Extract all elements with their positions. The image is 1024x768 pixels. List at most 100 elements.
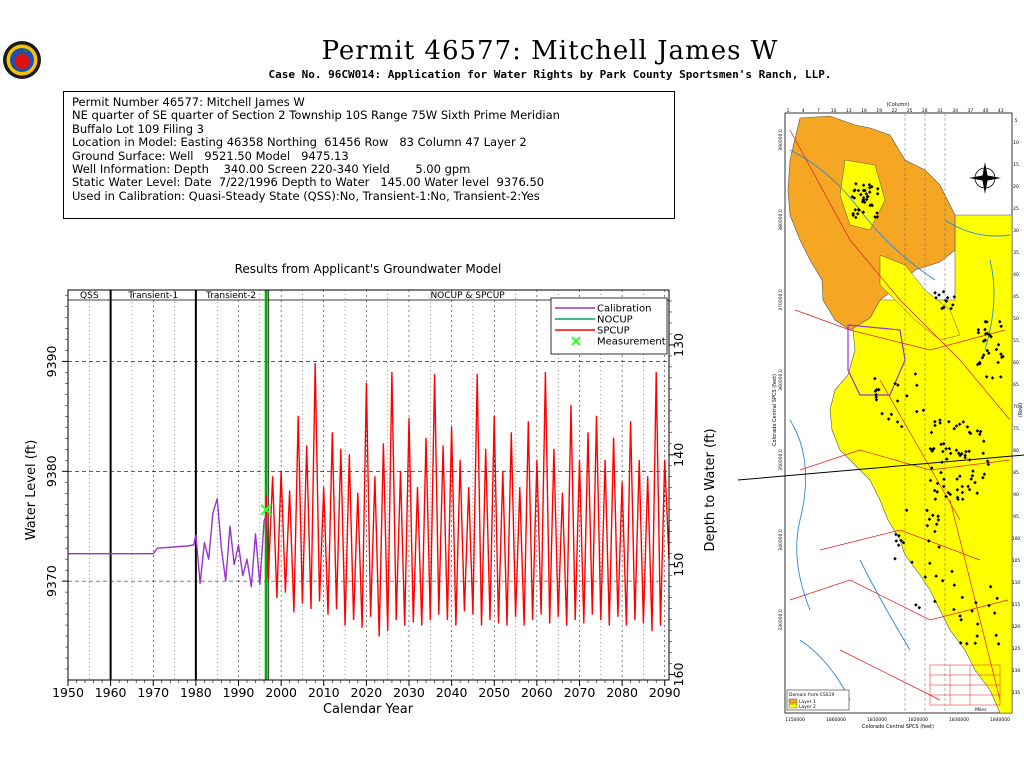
x-tick-label: 2030 (393, 685, 425, 700)
map-right-tick: 10 (1013, 140, 1019, 146)
well-marker (894, 539, 899, 543)
well-marker (971, 469, 975, 473)
well-marker (856, 207, 861, 212)
well-marker (874, 398, 879, 402)
well-marker (901, 540, 906, 545)
well-marker (976, 328, 981, 332)
well-marker (859, 192, 863, 197)
well-marker (965, 425, 970, 429)
x-tick-label: 1980 (180, 685, 212, 700)
model-grid (904, 113, 946, 713)
well-marker (914, 603, 918, 607)
well-marker (874, 395, 878, 399)
well-marker (985, 459, 990, 463)
well-marker (861, 183, 866, 187)
well-marker (996, 642, 1001, 646)
well-marker (940, 306, 944, 311)
well-marker (948, 451, 953, 456)
well-marker (973, 641, 978, 646)
period-label: Transient-1 (127, 291, 178, 301)
well-marker (913, 372, 918, 376)
map-top-tick: 16 (861, 108, 867, 114)
well-marker (970, 474, 975, 478)
well-marker (961, 420, 966, 424)
well-marker (987, 333, 992, 337)
map-right-tick: 20 (1013, 184, 1019, 190)
well-marker (938, 418, 942, 422)
well-marker (928, 478, 933, 483)
map-left-tick: 380000.0 (778, 209, 784, 231)
well-marker (928, 447, 933, 451)
period-label: QSS (80, 291, 99, 301)
well-marker (936, 518, 941, 522)
well-marker (855, 212, 860, 216)
well-marker (965, 641, 969, 646)
x-tick-label: 2060 (521, 685, 553, 700)
well-marker (978, 432, 982, 437)
well-marker (934, 296, 938, 300)
well-marker (960, 484, 964, 489)
well-marker (861, 196, 866, 200)
well-marker (931, 513, 935, 518)
well-marker (945, 295, 950, 300)
well-marker (944, 494, 948, 499)
well-marker (955, 477, 959, 481)
calibration-outline (847, 324, 906, 396)
well-marker (967, 449, 971, 454)
y2-tick-label: 150 (671, 553, 686, 577)
well-marker (942, 305, 946, 310)
well-marker (981, 475, 985, 480)
chart-axes: 1950 1960 1970 1980 1990 2000 2010 2020 2030 2040… (44, 289, 686, 700)
well-marker (853, 188, 857, 192)
map-left-tick: 390000.0 (778, 129, 784, 151)
well-marker (868, 203, 872, 208)
well-marker (963, 453, 967, 458)
well-marker (927, 539, 931, 543)
well-marker (861, 210, 866, 214)
well-marker (854, 182, 858, 186)
legend-label: Measurement (597, 337, 666, 348)
map-top-axis-label: (Column) (886, 102, 909, 108)
map-right-tick: 135 (1012, 690, 1021, 696)
map-right-tick: 130 (1012, 668, 1021, 674)
well-marker (932, 488, 937, 493)
info-line: Static Water Level: Date 7/22/1996 Depth… (72, 175, 545, 190)
y-tick-label: 9380 (44, 455, 59, 487)
x-tick-label: 2080 (606, 685, 638, 700)
map-right-tick: 55 (1013, 338, 1019, 344)
well-marker (935, 481, 940, 486)
well-marker (982, 439, 986, 443)
info-line: Well Information: Depth 340.00 Screen 22… (72, 162, 471, 177)
well-marker (927, 517, 932, 522)
well-marker (985, 320, 989, 324)
well-marker (933, 291, 937, 295)
y2-axis-label: Depth to Water (ft) (703, 428, 718, 551)
well-marker (928, 561, 932, 566)
well-marker (976, 330, 981, 335)
well-marker (856, 188, 861, 193)
well-marker (933, 419, 937, 424)
well-marker (942, 477, 946, 481)
map-right-tick: 60 (1013, 360, 1019, 366)
well-marker (866, 194, 870, 199)
map-top-tick: 7 (817, 108, 820, 114)
page-subtitle: Case No. 96CW014: Application for Water … (268, 68, 832, 81)
transect-line (737, 454, 1024, 481)
permit-info-box: Permit Number 46577: Mitchell James W NE… (63, 91, 675, 219)
map-bottom-tick: 1820000 (908, 717, 928, 723)
well-marker (875, 191, 880, 196)
map-scale-label: Miles (975, 707, 987, 713)
well-marker (955, 488, 960, 492)
well-marker (975, 622, 980, 626)
well-marker (933, 529, 937, 534)
well-marker (933, 497, 938, 501)
well-marker (986, 462, 991, 467)
map-right-tick: 15 (1013, 162, 1019, 168)
measurement-marker-center (264, 507, 269, 512)
well-marker (934, 574, 938, 578)
well-marker (996, 342, 1001, 347)
period-label: Transient-2 (205, 291, 256, 301)
well-marker (983, 338, 988, 342)
well-marker (996, 360, 1000, 365)
well-marker (942, 441, 946, 446)
